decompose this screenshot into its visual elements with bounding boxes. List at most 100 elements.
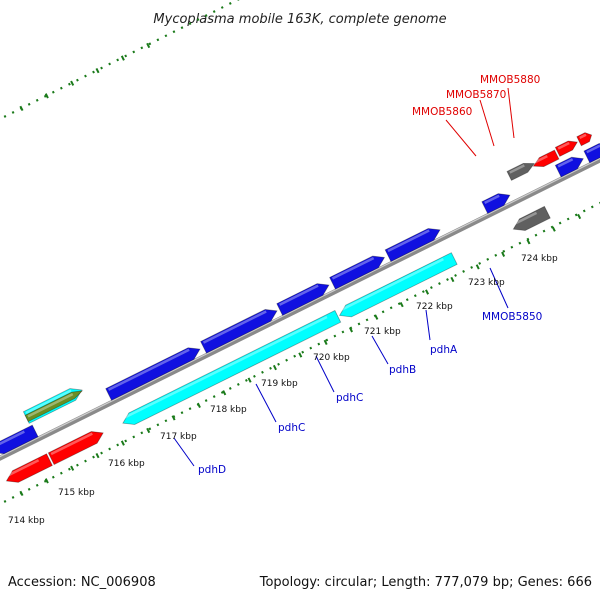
tick-mark — [95, 68, 100, 74]
tick-mark — [425, 289, 430, 295]
gene-arrow-red-highlight — [50, 432, 93, 456]
gene-label: pdhD — [198, 464, 226, 476]
gene-arrow-olive-highlight — [27, 393, 74, 418]
gene-label: MMOB5880 — [480, 74, 540, 86]
gene-label: MMOB5860 — [412, 106, 472, 118]
tick-mark — [323, 339, 328, 346]
gene-arrow-red — [554, 140, 578, 157]
tick-label: 719 kbp — [261, 379, 298, 389]
tick-label: 717 kbp — [160, 432, 197, 442]
gene-arrow-blue-highlight — [107, 348, 190, 391]
tick-mark — [120, 55, 125, 61]
tick-mark — [399, 301, 404, 308]
gene-arrow-blue — [554, 156, 584, 178]
gene-label: pdhA — [430, 344, 458, 356]
tick-mark — [120, 440, 125, 446]
tick-mark — [44, 478, 49, 484]
tick-label: 720 kbp — [313, 353, 350, 363]
tick-mark — [95, 453, 100, 459]
tick-mark — [551, 226, 556, 232]
tick-mark — [222, 390, 227, 396]
tick-mark — [70, 465, 75, 471]
gene-arrow-cyan — [338, 252, 458, 318]
tick-mark — [44, 93, 49, 99]
gene-label: pdhB — [389, 364, 416, 376]
gene-label: MMOB5850 — [482, 311, 542, 323]
gene-features — [0, 132, 600, 483]
gene-arrow-red-highlight — [557, 141, 570, 150]
gene-arrow-blue-highlight — [0, 430, 25, 449]
callout-line — [489, 267, 509, 309]
gene-arrow-cyan-highlight — [338, 258, 444, 312]
callout-line — [425, 309, 431, 341]
tick-mark — [349, 327, 353, 333]
gene-arrow-blue — [0, 424, 39, 455]
tick-mark — [146, 427, 151, 434]
gene-arrow-red — [5, 453, 53, 483]
tick-mark — [247, 377, 252, 383]
tick-mark — [146, 42, 151, 49]
gene-arrow-red — [532, 149, 560, 167]
tick-label: 715 kbp — [58, 488, 95, 498]
gene-arrow-blue — [384, 228, 441, 263]
tick-mark — [450, 276, 455, 283]
gene-arrow-cyan — [122, 309, 342, 425]
callout-line — [507, 87, 515, 139]
gene-callouts: pdhD pdhC pdhC pdhB pdhA MMOB5850 MMOB5860 MMOB… — [173, 74, 542, 476]
gene-arrow-gray — [506, 162, 536, 181]
tick-label: 716 kbp — [108, 459, 145, 469]
tick-mark — [70, 80, 75, 86]
gene-arrow-blue-highlight — [279, 284, 319, 306]
tick-label: 721 kbp — [364, 327, 401, 337]
tick-label: 718 kbp — [210, 405, 247, 415]
tick-mark — [501, 251, 506, 257]
tick-mark — [272, 364, 277, 371]
tick-label: 722 kbp — [416, 302, 453, 312]
gene-arrow-red-highlight — [5, 459, 40, 478]
gene-arrow-blue — [276, 283, 330, 316]
accession-text: Accession: NC_006908 — [8, 575, 156, 590]
gene-arrow-blue-highlight — [202, 310, 267, 344]
tick-mark — [196, 402, 201, 408]
gene-label: pdhC — [336, 392, 363, 404]
genome-backbone — [0, 157, 600, 461]
gene-arrow-red-highlight — [533, 155, 548, 164]
gene-arrow-blue — [200, 309, 278, 354]
tick-label: 714 kbp — [8, 516, 45, 526]
gene-arrow-blue-highlight — [331, 256, 375, 280]
gene-label: MMOB5870 — [446, 89, 506, 101]
tick-mark — [577, 213, 582, 220]
gene-arrow-blue — [583, 143, 600, 164]
tick-mark — [374, 314, 379, 320]
gene-arrow-cyan-highlight — [25, 389, 72, 414]
gene-arrow-red — [47, 431, 104, 466]
gene-arrow-olive — [24, 390, 84, 423]
tick-label: 723 kbp — [468, 278, 505, 288]
gene-arrow-gray-highlight — [512, 211, 538, 226]
tick-label: 724 kbp — [521, 254, 558, 264]
gene-arrow-gray — [512, 205, 551, 231]
tick-marks — [19, 42, 582, 497]
tick-mark — [19, 490, 24, 497]
gene-arrow-blue — [481, 193, 511, 214]
genome-summary-text: Topology: circular; Length: 777,079 bp; … — [259, 575, 592, 590]
callout-line — [255, 383, 277, 423]
tick-mark — [475, 264, 480, 270]
gene-arrow-blue-highlight — [484, 194, 500, 205]
map-title: Mycoplasma mobile 163K, complete genome — [153, 12, 446, 27]
gene-arrow-red-highlight — [579, 133, 587, 139]
gene-arrow-blue-highlight — [557, 158, 574, 168]
gene-label: pdhC — [278, 422, 305, 434]
gene-arrow-blue — [329, 255, 386, 290]
gene-arrow-red — [576, 132, 593, 147]
callout-line — [371, 335, 389, 365]
tick-mark — [298, 352, 303, 358]
callout-line — [479, 99, 495, 147]
gene-arrow-blue-highlight — [387, 229, 430, 253]
callout-line — [315, 355, 335, 393]
gene-arrow-blue — [105, 347, 201, 401]
callout-line — [445, 119, 477, 157]
tick-mark — [171, 415, 176, 421]
tick-mark — [526, 239, 531, 245]
